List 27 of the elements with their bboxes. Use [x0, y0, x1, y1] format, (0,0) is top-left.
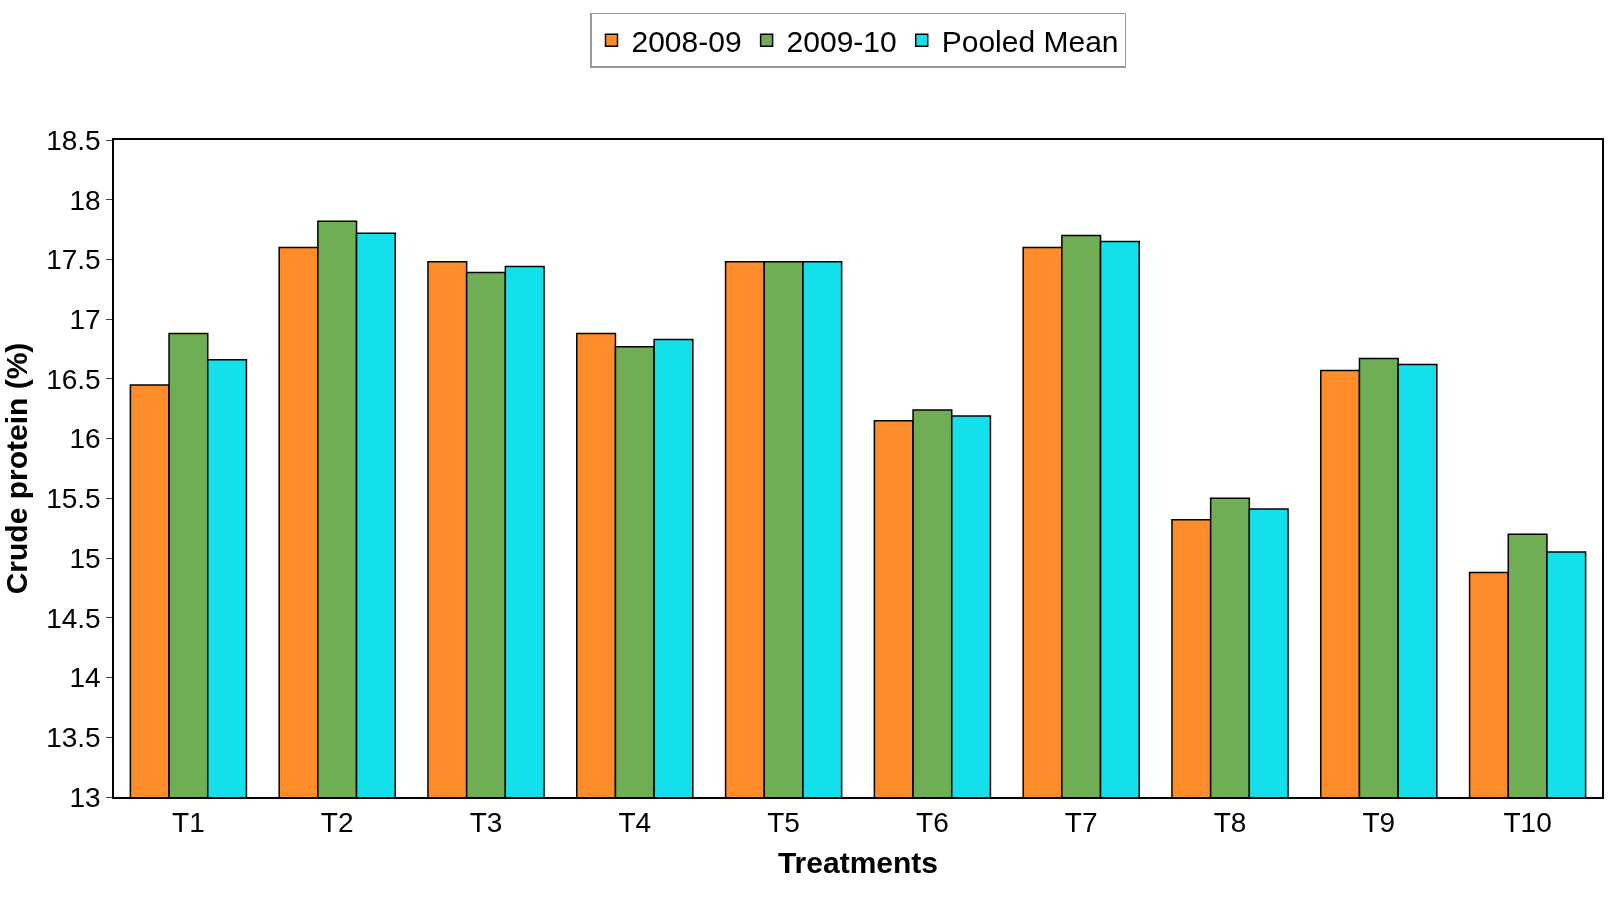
x-tick-label: T2 — [320, 807, 354, 839]
legend-label: 2009-10 — [786, 24, 897, 58]
legend-label: Pooled Mean — [941, 24, 1119, 58]
y-tick-label: 17 — [69, 303, 101, 335]
y-tick-label: 18.5 — [46, 124, 101, 156]
x-tick-label: T5 — [767, 807, 800, 839]
x-tick-label: T6 — [916, 807, 949, 839]
y-tick-label: 16 — [69, 423, 101, 455]
x-tick-label: T10 — [1503, 807, 1552, 839]
y-tick-label: 14 — [69, 662, 101, 694]
y-tick-label: 13.5 — [46, 722, 101, 754]
x-tick-label: T8 — [1213, 807, 1247, 839]
x-axis-title: Treatments — [777, 846, 939, 880]
y-axis-title: Crude protein (%) — [0, 342, 33, 595]
x-tick-label: T1 — [172, 807, 205, 839]
legend-label: 2008-09 — [631, 24, 742, 58]
x-tick-label: T4 — [618, 807, 652, 839]
y-tick-label: 17.5 — [46, 244, 101, 276]
y-tick-label: 13 — [69, 781, 101, 813]
x-tick-label: T7 — [1064, 807, 1098, 839]
x-tick-label: T9 — [1362, 807, 1396, 839]
y-tick-label: 14.5 — [46, 602, 101, 634]
y-tick-label: 15 — [69, 542, 101, 574]
y-tick-label: 16.5 — [46, 363, 101, 395]
y-tick-label: 18 — [69, 184, 101, 216]
x-tick-label: T3 — [469, 807, 503, 839]
y-tick-label: 15.5 — [46, 483, 101, 515]
